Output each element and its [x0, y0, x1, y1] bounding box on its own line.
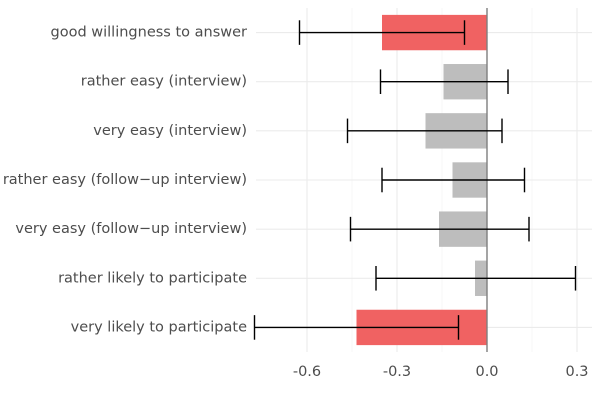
x-tick-labels: -0.6 -0.3 0.0 0.3 [293, 364, 589, 380]
category-label: very easy (follow−up interview) [15, 221, 247, 237]
category-labels: good willingness to answer rather easy (i… [3, 25, 247, 336]
category-label: good willingness to answer [51, 25, 248, 41]
x-tick-label: -0.6 [293, 364, 321, 380]
category-label: very easy (interview) [93, 123, 247, 139]
x-tick-label: -0.3 [383, 364, 411, 380]
error-bars [253, 20, 577, 340]
category-label: rather easy (follow−up interview) [3, 172, 247, 188]
x-tick-label: 0.0 [475, 364, 498, 380]
category-label: very likely to participate [71, 319, 247, 335]
category-label: rather likely to participate [58, 270, 247, 286]
x-tick-label: 0.3 [565, 364, 588, 380]
category-label: rather easy (interview) [81, 74, 247, 90]
